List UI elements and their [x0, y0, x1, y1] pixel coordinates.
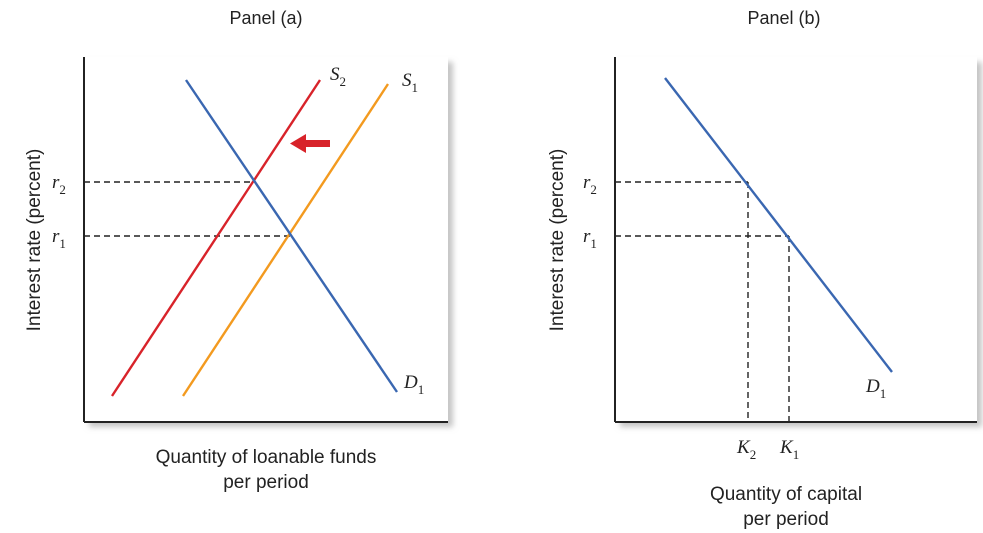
shift-arrow-icon [290, 134, 330, 153]
panel-b-tick-r1: r1 [583, 226, 597, 251]
panel-b-xlabel-line1: Quantity of capital [710, 484, 862, 505]
panel-a-plot-area [84, 57, 448, 422]
panel-a: Panel (a) Interest rate (percent) Quanti… [24, 8, 448, 493]
panel-b-plot-area [615, 57, 977, 422]
panel-a-label-d1: D1 [403, 372, 424, 397]
panel-a-tick-r1: r1 [52, 226, 66, 251]
panel-b-tick-r2: r2 [583, 172, 597, 197]
panel-a-xlabel-line2: per period [223, 472, 309, 493]
panel-a-label-s2: S2 [330, 64, 346, 89]
panel-a-title: Panel (a) [229, 8, 302, 28]
panel-a-ylabel: Interest rate (percent) [24, 149, 45, 332]
panel-a-series-s1 [181, 83, 390, 397]
panel-a-xlabel-line1: Quantity of loanable funds [156, 447, 377, 468]
panel-b-series-d1 [664, 77, 893, 373]
panel-a-series-s2 [110, 79, 322, 397]
panel-b: Panel (b) Interest rate (percent) Quanti… [547, 8, 977, 530]
panel-b-tick-k1: K1 [779, 437, 799, 462]
panel-b-xlabel-line2: per period [743, 509, 829, 530]
panel-a-series-d1 [185, 79, 398, 393]
panel-b-ylabel: Interest rate (percent) [547, 149, 568, 332]
panel-a-label-s1: S1 [402, 70, 418, 95]
panel-a-tick-r2: r2 [52, 172, 66, 197]
panel-b-tick-k2: K2 [736, 437, 756, 462]
panel-b-title: Panel (b) [747, 8, 820, 28]
panel-b-label-d1: D1 [865, 376, 886, 401]
